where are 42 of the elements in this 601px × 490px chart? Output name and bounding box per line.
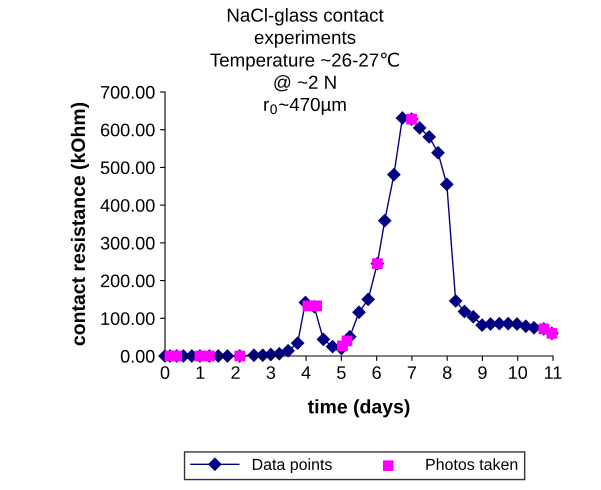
y-tick-label: 100.00: [101, 312, 155, 326]
point: [342, 336, 352, 346]
point: [291, 336, 304, 350]
x-tick-label: 8: [442, 366, 452, 379]
legend-label: Photos taken: [426, 458, 518, 470]
x-tick-label: 4: [301, 366, 311, 379]
point: [378, 214, 392, 228]
point: [449, 294, 462, 308]
y-tick-label: 600.00: [100, 124, 155, 136]
point: [352, 306, 366, 319]
legend-label: Data points: [252, 458, 332, 474]
x-axis-title: time (days): [308, 399, 410, 418]
x-tick-label: 5: [337, 366, 346, 379]
chart-title: NaCl-glass contact experiments Temperature ~26-27℃ @ ~2 N r$_{0}$~470µm: [210, 8, 399, 115]
point: [466, 310, 480, 324]
y-tick-label: 300.00: [100, 236, 155, 250]
point: [502, 316, 515, 330]
point: [362, 292, 375, 306]
point: [440, 178, 454, 191]
point: [431, 146, 445, 160]
point: [316, 332, 330, 346]
point: [387, 168, 401, 182]
y-tick-label: 400.00: [100, 199, 155, 212]
point: [413, 121, 426, 134]
y-tick-label: 500.00: [100, 161, 155, 174]
x-tick-label: 1: [196, 366, 204, 379]
x-tick-label: 9: [478, 366, 487, 379]
y-tick-label: 700.00: [100, 86, 155, 99]
y-tick-label: 0.00: [120, 350, 155, 363]
x-tick-label: 6: [372, 366, 381, 379]
point: [311, 300, 322, 312]
point: [422, 130, 436, 144]
x-tick-label: 11: [545, 366, 562, 379]
y-tick-label: 200.00: [100, 274, 155, 288]
point: [282, 344, 295, 358]
x-tick-label: 7: [408, 366, 416, 379]
point: [458, 304, 472, 318]
y-axis-title: contact resistance (kOhm): [70, 102, 89, 346]
x-tick-label: 3: [266, 366, 276, 379]
x-tick-label: 2: [231, 366, 240, 379]
x-tick-label: 10: [509, 366, 528, 379]
x-tick-label: 0: [160, 366, 170, 379]
